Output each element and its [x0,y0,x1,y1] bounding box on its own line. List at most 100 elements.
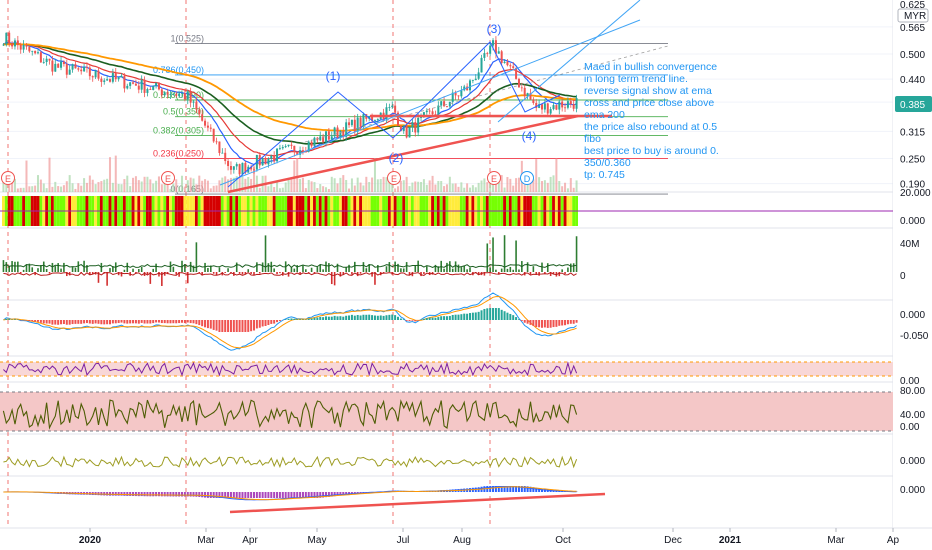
candle-body [457,95,460,97]
histogram-bar [532,487,535,492]
candle-body [74,64,77,69]
volume-bar [108,157,112,192]
macd-histogram-bar [273,320,276,324]
volume-bar [561,186,564,192]
candle-body [356,117,359,132]
macd-histogram-bar [356,314,359,320]
elliott-wave-labels[interactable]: (1) (2) (3) (4) [326,22,537,165]
histogram-bar [509,486,512,492]
histogram-bar [129,492,132,496]
candle-body [189,91,192,103]
volume-bar [54,181,57,192]
candle-body [296,151,299,155]
histogram-bar [195,492,198,497]
volume-bar [523,184,526,192]
macd-histogram-bar [566,320,569,325]
currency-badge[interactable] [897,8,929,23]
macd-histogram-bar [284,319,287,320]
histogram-bar [310,492,313,498]
candle-body [460,90,463,97]
candle-body [270,155,273,159]
histogram-bar [204,492,207,498]
event-marker-circle [387,171,401,185]
histogram-bar [290,492,293,498]
volume-bar [227,179,230,192]
histogram-bar [270,492,273,498]
date-axis[interactable]: 2020 Mar Apr May Jul Aug Oct Dec 2021 Mar Ap [0,527,932,546]
price-pane[interactable]: 1(0.525)0.786(0.450)0.618(0.390)0.5(0.35… [1,0,719,528]
macd-histogram-bar [402,319,405,320]
volume-bar [206,180,209,192]
volume-bar [157,176,160,192]
histogram-bar [526,486,529,492]
histogram-bar [198,492,201,497]
macd-histogram-bar [330,316,333,320]
candle-body [396,112,400,126]
volume-bar [137,180,140,192]
macd-histogram-bar [77,320,80,324]
macd-histogram-bar [353,315,356,320]
candle-body [157,82,160,90]
candle-body [572,104,575,109]
candle-body [137,85,140,90]
volume-bar [535,159,538,192]
volume-bar [359,182,362,192]
volume-bar [434,184,437,192]
macd-histogram-bar [307,318,310,320]
candle-body [169,94,172,95]
price-tick-label: 0.315 [900,127,925,138]
volume-bar [471,185,474,192]
macd-histogram-bar [247,320,250,332]
macd-histogram-bar [212,320,215,330]
volume-bar [270,182,273,192]
macd-histogram-bar [310,318,313,320]
candle-body [34,50,37,54]
indicator-tick-label: 40M [900,239,919,250]
macd-histogram-bar [523,320,526,323]
candle-body [561,101,564,108]
candle-body [60,61,63,68]
colored-bar-indicator [0,196,893,226]
indicator-tick-label: 20.000 [900,188,931,199]
volume-bar [474,187,477,192]
volume-bar [543,180,546,192]
macd-histogram-bar [443,316,446,320]
macd-histogram-bar [270,320,273,324]
macd-histogram-bar [80,320,83,324]
histogram-bar [181,492,183,497]
candle-body [509,65,512,67]
volume-bar [348,188,351,192]
last-price-badge [895,96,932,112]
volume-bar [515,178,518,192]
macd-histogram-bar [336,316,339,320]
volume-bar [322,186,325,192]
histogram-bar [209,492,212,498]
histogram-bar [206,492,209,498]
price-axis[interactable]: 0.625 MYR 0.190 0.250 0.315 0.385 0.440 0.500… [893,0,932,528]
histogram-bar [535,487,538,492]
histogram-bar [134,492,137,497]
volume-bar [575,180,578,192]
candle-body [106,79,109,81]
stochastic-pane [0,391,893,432]
volume-bar [440,181,443,192]
volume-bar [218,180,221,192]
macd-histogram-bar [350,314,353,320]
volume-bar [497,175,500,192]
macd-histogram-bar [255,320,258,329]
histogram-bar [166,492,169,497]
histogram-bar [137,492,140,497]
candle-body [287,144,290,147]
candle-body [569,101,572,105]
volume-bar [19,187,22,192]
volume-bar [457,186,460,192]
date-tick-label: Jul [397,535,410,546]
volume-bar [134,176,137,192]
volume-bar [379,179,382,192]
stoch-line [2,399,578,430]
date-tick-label: Mar [827,535,845,546]
trend-drawings[interactable] [219,0,669,194]
